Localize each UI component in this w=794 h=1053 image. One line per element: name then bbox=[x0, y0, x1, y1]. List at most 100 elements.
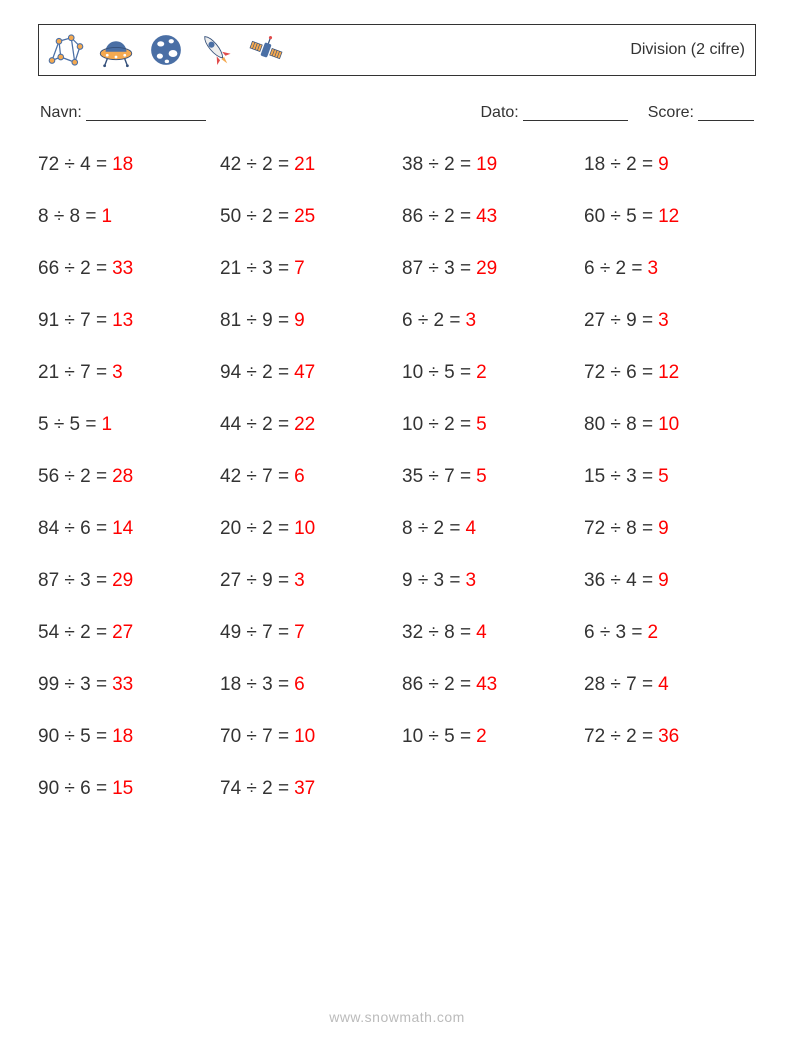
problem-answer: 7 bbox=[294, 622, 305, 644]
problem-expression: 90 ÷ 5 = bbox=[38, 726, 107, 748]
problem-cell: 87 ÷ 3 =29 bbox=[402, 254, 574, 306]
problem-answer: 47 bbox=[294, 362, 315, 384]
problem-answer: 5 bbox=[476, 466, 487, 488]
problem-answer: 2 bbox=[648, 622, 659, 644]
problem-expression: 54 ÷ 2 = bbox=[38, 622, 107, 644]
problem-cell: 44 ÷ 2 =22 bbox=[220, 410, 392, 462]
problem-cell: 27 ÷ 9 =3 bbox=[220, 566, 392, 618]
problem-expression: 99 ÷ 3 = bbox=[38, 674, 107, 696]
problem-answer: 9 bbox=[294, 310, 305, 332]
problem-expression: 60 ÷ 5 = bbox=[584, 206, 653, 228]
problem-cell: 60 ÷ 5 =12 bbox=[584, 202, 756, 254]
problem-cell: 99 ÷ 3 =33 bbox=[38, 670, 210, 722]
problem-answer: 43 bbox=[476, 674, 497, 696]
problem-cell: 42 ÷ 2 =21 bbox=[220, 150, 392, 202]
problem-cell: 72 ÷ 8 =9 bbox=[584, 514, 756, 566]
date-label: Dato: bbox=[481, 104, 519, 122]
problem-answer: 18 bbox=[112, 154, 133, 176]
problem-expression: 86 ÷ 2 = bbox=[402, 206, 471, 228]
problem-expression: 42 ÷ 7 = bbox=[220, 466, 289, 488]
problem-answer: 29 bbox=[476, 258, 497, 280]
problem-cell: 38 ÷ 2 =19 bbox=[402, 150, 574, 202]
problem-answer: 3 bbox=[112, 362, 123, 384]
problem-cell: 90 ÷ 6 =15 bbox=[38, 774, 210, 826]
problem-cell: 21 ÷ 3 =7 bbox=[220, 254, 392, 306]
problem-answer: 19 bbox=[476, 154, 497, 176]
problem-answer: 9 bbox=[658, 518, 669, 540]
problem-cell: 80 ÷ 8 =10 bbox=[584, 410, 756, 462]
problem-cell: 6 ÷ 2 =3 bbox=[584, 254, 756, 306]
problem-cell: 74 ÷ 2 =37 bbox=[220, 774, 392, 826]
problem-expression: 21 ÷ 3 = bbox=[220, 258, 289, 280]
graph-icon bbox=[45, 29, 87, 71]
problem-cell: 32 ÷ 8 =4 bbox=[402, 618, 574, 670]
problem-answer: 27 bbox=[112, 622, 133, 644]
problem-expression: 44 ÷ 2 = bbox=[220, 414, 289, 436]
problem-expression: 18 ÷ 3 = bbox=[220, 674, 289, 696]
problem-cell: 66 ÷ 2 =33 bbox=[38, 254, 210, 306]
rocket-icon bbox=[195, 29, 237, 71]
problem-expression: 87 ÷ 3 = bbox=[402, 258, 471, 280]
problem-expression: 72 ÷ 2 = bbox=[584, 726, 653, 748]
problem-expression: 90 ÷ 6 = bbox=[38, 778, 107, 800]
problem-answer: 1 bbox=[102, 414, 113, 436]
problem-cell: 8 ÷ 2 =4 bbox=[402, 514, 574, 566]
problem-cell: 84 ÷ 6 =14 bbox=[38, 514, 210, 566]
problem-expression: 35 ÷ 7 = bbox=[402, 466, 471, 488]
problem-expression: 72 ÷ 6 = bbox=[584, 362, 653, 384]
problem-cell: 9 ÷ 3 =3 bbox=[402, 566, 574, 618]
problem-answer: 7 bbox=[294, 258, 305, 280]
problem-expression: 84 ÷ 6 = bbox=[38, 518, 107, 540]
problem-expression: 18 ÷ 2 = bbox=[584, 154, 653, 176]
problem-answer: 4 bbox=[476, 622, 487, 644]
problem-answer: 10 bbox=[658, 414, 679, 436]
name-blank[interactable] bbox=[86, 104, 206, 121]
problem-answer: 9 bbox=[658, 154, 669, 176]
problem-answer: 3 bbox=[648, 258, 659, 280]
problem-expression: 74 ÷ 2 = bbox=[220, 778, 289, 800]
problem-expression: 56 ÷ 2 = bbox=[38, 466, 107, 488]
problem-cell: 56 ÷ 2 =28 bbox=[38, 462, 210, 514]
problem-expression: 20 ÷ 2 = bbox=[220, 518, 289, 540]
problem-expression: 8 ÷ 8 = bbox=[38, 206, 97, 228]
header-box: Division (2 cifre) bbox=[38, 24, 756, 76]
problem-cell: 27 ÷ 9 =3 bbox=[584, 306, 756, 358]
problem-expression: 87 ÷ 3 = bbox=[38, 570, 107, 592]
problem-cell: 18 ÷ 2 =9 bbox=[584, 150, 756, 202]
problem-answer: 1 bbox=[102, 206, 113, 228]
problem-cell: 6 ÷ 3 =2 bbox=[584, 618, 756, 670]
problem-cell: 18 ÷ 3 =6 bbox=[220, 670, 392, 722]
problem-answer: 12 bbox=[658, 362, 679, 384]
problem-expression: 36 ÷ 4 = bbox=[584, 570, 653, 592]
problem-answer: 13 bbox=[112, 310, 133, 332]
problem-cell: 10 ÷ 5 =2 bbox=[402, 358, 574, 410]
problem-answer: 2 bbox=[476, 726, 487, 748]
problem-cell: 28 ÷ 7 =4 bbox=[584, 670, 756, 722]
problem-expression: 80 ÷ 8 = bbox=[584, 414, 653, 436]
date-blank[interactable] bbox=[523, 104, 628, 121]
problem-answer: 15 bbox=[112, 778, 133, 800]
problem-answer: 10 bbox=[294, 726, 315, 748]
problem-expression: 32 ÷ 8 = bbox=[402, 622, 471, 644]
problem-cell: 72 ÷ 2 =36 bbox=[584, 722, 756, 774]
problem-expression: 42 ÷ 2 = bbox=[220, 154, 289, 176]
problem-cell: 35 ÷ 7 =5 bbox=[402, 462, 574, 514]
problem-cell: 50 ÷ 2 =25 bbox=[220, 202, 392, 254]
problem-answer: 36 bbox=[658, 726, 679, 748]
ufo-icon bbox=[95, 29, 137, 71]
problem-expression: 38 ÷ 2 = bbox=[402, 154, 471, 176]
score-blank[interactable] bbox=[698, 104, 754, 121]
problem-cell: 72 ÷ 6 =12 bbox=[584, 358, 756, 410]
problem-expression: 94 ÷ 2 = bbox=[220, 362, 289, 384]
problem-expression: 27 ÷ 9 = bbox=[220, 570, 289, 592]
problem-cell: 54 ÷ 2 =27 bbox=[38, 618, 210, 670]
problems-grid: 72 ÷ 4 =1842 ÷ 2 =2138 ÷ 2 =1918 ÷ 2 =98… bbox=[38, 150, 756, 826]
problem-cell: 90 ÷ 5 =18 bbox=[38, 722, 210, 774]
problem-answer: 28 bbox=[112, 466, 133, 488]
problem-answer: 33 bbox=[112, 674, 133, 696]
problem-expression: 86 ÷ 2 = bbox=[402, 674, 471, 696]
problem-answer: 5 bbox=[476, 414, 487, 436]
problem-expression: 10 ÷ 2 = bbox=[402, 414, 471, 436]
problem-expression: 15 ÷ 3 = bbox=[584, 466, 653, 488]
problem-answer: 6 bbox=[294, 466, 305, 488]
